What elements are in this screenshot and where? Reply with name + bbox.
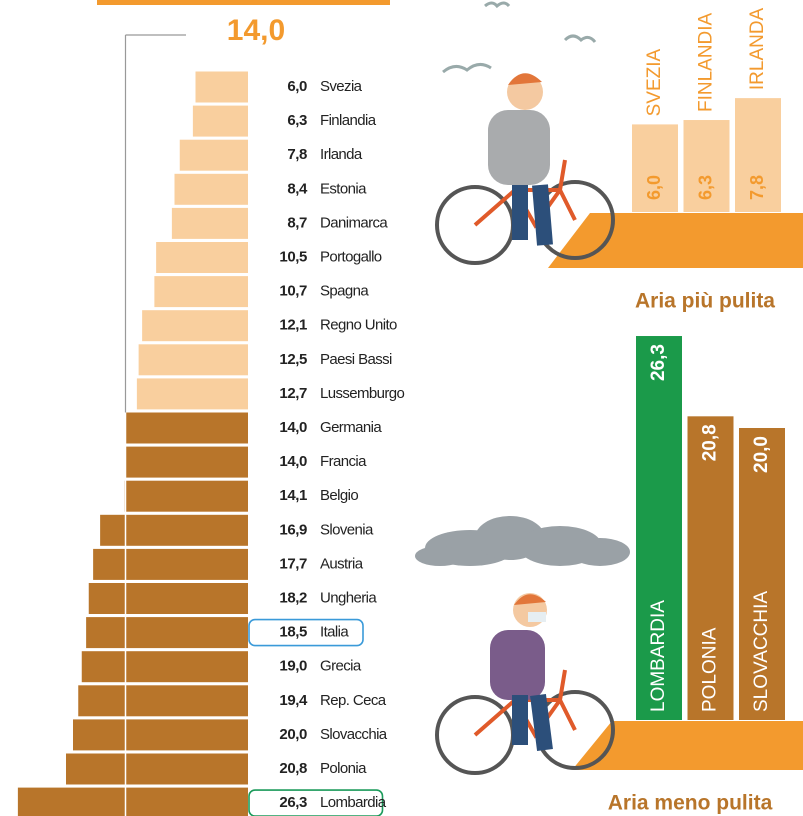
highlight-box — [248, 789, 384, 816]
bar — [93, 548, 248, 580]
bar — [78, 685, 248, 717]
bar — [142, 310, 248, 342]
bar-value: 20,8 — [700, 424, 721, 461]
bar-name: POLONIA — [700, 627, 721, 712]
category-label: Germania — [320, 419, 382, 436]
value-label: 14,0 — [279, 419, 307, 436]
panel-title: Aria meno pulita — [608, 792, 773, 815]
category-label: Lombardia — [320, 794, 387, 811]
bar — [192, 105, 248, 137]
category-label: Slovenia — [320, 521, 374, 538]
category-label: Polonia — [320, 760, 367, 777]
smog-cloud — [415, 516, 630, 566]
bar — [73, 719, 248, 751]
value-label: 12,7 — [279, 385, 307, 402]
bar-value: 20,0 — [751, 436, 772, 473]
bar — [632, 124, 678, 212]
bar-name: SLOVACCHIA — [751, 591, 772, 712]
value-label: 14,0 — [279, 453, 307, 470]
category-label: Svezia — [320, 78, 363, 95]
cyclist — [435, 73, 615, 265]
bird — [484, 1, 511, 9]
category-label: Grecia — [320, 658, 362, 675]
value-label: 18,5 — [279, 624, 307, 641]
category-label: Paesi Bassi — [320, 351, 392, 368]
panel-title: Aria più pulita — [635, 290, 775, 313]
bar — [125, 446, 248, 478]
bar-name: FINLANDIA — [696, 12, 717, 112]
bar — [154, 276, 248, 308]
category-label: Italia — [320, 624, 349, 641]
category-label: Danimarca — [320, 214, 388, 231]
value-label: 8,7 — [287, 214, 307, 231]
category-label: Ungheria — [320, 589, 377, 606]
value-label: 12,5 — [279, 351, 307, 368]
value-label: 7,8 — [287, 146, 307, 163]
decor-bar — [97, 0, 390, 5]
bar — [125, 412, 248, 444]
value-label: 19,4 — [279, 692, 308, 709]
category-label: Francia — [320, 453, 367, 470]
value-label: 8,4 — [287, 180, 308, 197]
category-label: Austria — [320, 555, 364, 572]
category-label: Slovacchia — [320, 726, 388, 743]
bar-value: 7,8 — [747, 175, 767, 200]
category-label: Lussemburgo — [320, 385, 405, 402]
bar — [138, 344, 248, 376]
platform — [572, 721, 803, 770]
bar-value: 6,3 — [695, 175, 715, 200]
bar — [735, 98, 781, 212]
value-label: 26,3 — [279, 794, 307, 811]
bar-value: 26,3 — [648, 344, 669, 381]
bar — [86, 617, 248, 649]
bar — [179, 139, 248, 171]
category-label: Portogallo — [320, 248, 382, 265]
bar — [100, 514, 248, 546]
bar-name: LOMBARDIA — [648, 600, 669, 712]
bird — [442, 63, 492, 74]
value-label: 10,5 — [279, 248, 307, 265]
bar — [81, 651, 248, 683]
bar — [124, 480, 248, 512]
reference-label: 14,0 — [227, 14, 285, 47]
category-label: Belgio — [320, 487, 358, 504]
bar — [195, 71, 248, 103]
bar — [17, 787, 248, 816]
category-label: Regno Unito — [320, 317, 397, 334]
bar — [687, 416, 734, 720]
bar — [636, 336, 682, 720]
category-label: Spagna — [320, 283, 369, 300]
value-label: 14,1 — [279, 487, 307, 504]
value-label: 6,3 — [287, 112, 307, 129]
bar-name: SVEZIA — [644, 48, 665, 116]
bar — [136, 378, 248, 410]
highlight-box — [248, 618, 364, 647]
value-label: 19,0 — [279, 658, 307, 675]
bar — [171, 207, 248, 239]
bar — [174, 173, 248, 205]
value-label: 18,2 — [279, 589, 307, 606]
bar — [88, 583, 248, 614]
value-label: 17,7 — [279, 555, 307, 572]
bar — [739, 428, 785, 720]
category-label: Estonia — [320, 180, 367, 197]
value-label: 16,9 — [279, 521, 307, 538]
bar — [156, 242, 248, 273]
value-label: 6,0 — [287, 78, 307, 95]
cyclist — [435, 593, 615, 775]
bar — [683, 120, 730, 212]
value-label: 20,0 — [279, 726, 307, 743]
bar — [66, 753, 248, 785]
value-label: 10,7 — [279, 283, 307, 300]
category-label: Finlandia — [320, 112, 377, 129]
category-label: Rep. Ceca — [320, 692, 387, 709]
bird — [563, 34, 597, 43]
category-label: Irlanda — [320, 146, 363, 163]
value-label: 12,1 — [279, 317, 307, 334]
bar-name: IRLANDA — [747, 7, 768, 90]
bar-value: 6,0 — [644, 175, 664, 200]
platform — [548, 213, 803, 268]
value-label: 20,8 — [279, 760, 307, 777]
